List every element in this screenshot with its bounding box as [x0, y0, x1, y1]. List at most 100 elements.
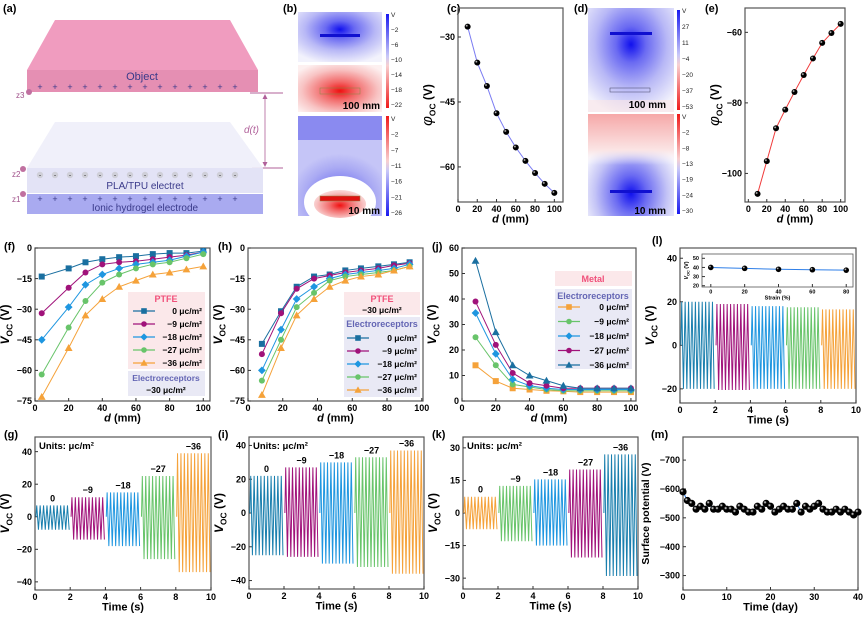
data-point-sphere	[754, 190, 761, 197]
data-point-circle	[509, 369, 516, 376]
segment-label: −18	[329, 450, 344, 460]
y-axis-label: Surface potential (V)	[640, 462, 652, 564]
y-tick-label: 40	[667, 253, 677, 263]
legend-note-value: −30 μc/m²	[146, 385, 186, 395]
y-axis-label: VOC (V)	[426, 493, 443, 533]
plot-frame	[457, 7, 564, 203]
x-tick-label: 80	[592, 403, 602, 413]
data-series	[471, 256, 635, 392]
y-axis-label-unit: (V)	[0, 305, 12, 324]
colorbar-tick-label: −2	[391, 132, 399, 139]
data-series	[754, 20, 844, 197]
x-tick-label: 6	[138, 592, 143, 602]
data-point-triangle	[140, 359, 148, 366]
colorbar-tick-label: −4	[682, 56, 690, 63]
contour-b-top-label: 100 mm	[343, 101, 380, 112]
x-tick-label: 100	[547, 204, 562, 214]
plus-sign: +	[187, 82, 192, 92]
colorbar-tick-label: −21	[391, 194, 402, 201]
segment-label: −9	[510, 474, 520, 484]
series-line	[261, 262, 410, 355]
plus-sign: +	[112, 82, 117, 92]
panel-letter-g: (g)	[4, 429, 18, 441]
data-point-circle	[200, 251, 207, 258]
plus-sign: +	[67, 82, 72, 92]
contour-d-bottom-label: 10 mm	[634, 206, 666, 217]
x-axis-label: Strain (%)	[765, 296, 791, 302]
contour-d-electrode	[610, 32, 652, 35]
x-tick-label: 4	[748, 405, 753, 415]
panel-letter-f: (f)	[4, 241, 15, 253]
y-axis-label-unit: (V)	[0, 494, 12, 513]
data-point-sphere	[493, 110, 500, 117]
y-axis-label: VOC (V)	[643, 306, 660, 346]
units-note: Units: μc/m²	[39, 441, 94, 452]
data-point-diamond	[140, 333, 148, 341]
y-axis-label: φOC (V)	[419, 84, 438, 126]
x-tick-label: 60	[131, 403, 141, 413]
data-point-triangle	[576, 384, 585, 392]
legend-label: −27 μc/m²	[590, 346, 630, 356]
minus-sign: -	[99, 173, 102, 180]
x-tick-label: 0	[245, 403, 250, 413]
y-axis-label-unit: (V)	[212, 493, 226, 512]
y-axis-label-main: Surface potential	[640, 479, 652, 564]
legend-note-title: Electroreceptors	[132, 373, 200, 383]
plus-sign: +	[232, 194, 237, 204]
panel-letter-e: (e)	[705, 3, 719, 15]
panel-letter-h: (h)	[218, 241, 232, 253]
data-point-triangle	[542, 376, 551, 384]
y-tick-label: 30	[449, 320, 459, 330]
series-line	[467, 26, 555, 194]
y-tick-label: −30	[17, 304, 32, 314]
y-axis-label-unit: (V)	[425, 305, 439, 324]
minus-sign: -	[174, 173, 177, 180]
x-axis-label: d (mm)	[104, 413, 141, 425]
data-point-triangle	[390, 266, 398, 274]
colorbar-tick-label: V	[682, 114, 687, 121]
x-tick-label: 0	[460, 591, 465, 601]
x-axis-label-unit: (mm)	[324, 413, 354, 425]
colorbar-b-top	[386, 14, 389, 108]
y-tick-label: −700	[660, 455, 680, 465]
legend-label: −18 μc/m²	[590, 331, 630, 341]
plus-sign: +	[37, 82, 42, 92]
plus-sign: +	[217, 82, 222, 92]
negative-charge	[231, 171, 239, 179]
waveform-segment: −36	[176, 441, 211, 573]
x-tick-label: 60	[347, 403, 357, 413]
x-axis-label-var: d	[777, 214, 784, 226]
data-point-circle	[38, 371, 45, 378]
x-tick-label: 40	[853, 592, 863, 602]
minus-sign: -	[54, 173, 57, 180]
y-axis-label-unit: (V)	[426, 493, 440, 512]
data-point-triangle	[277, 344, 285, 351]
colorbar-tick-label: −18	[391, 87, 402, 94]
contour-b-lower-electret	[319, 195, 361, 202]
data-point-sphere	[775, 266, 782, 273]
waveform-segment: 0	[249, 464, 284, 556]
data-point-sphere	[688, 499, 696, 507]
panel-letters: (a) (b) (c) (d) (e) (f) (h) (j) (l) (g) (i) (k) (m)	[3, 3, 719, 441]
data-series	[472, 334, 634, 394]
data-point-sphere	[464, 23, 471, 30]
data-point-square	[472, 362, 479, 369]
legend-entry: 0 μc/m²	[133, 306, 202, 316]
y-tick-label: −300	[660, 571, 680, 581]
colorbar-tick-label: −2	[391, 27, 399, 34]
data-point-circle	[141, 347, 147, 353]
y-tick-label: −60	[727, 27, 742, 37]
data-series	[679, 488, 862, 519]
legend-label: −18 μc/m²	[163, 332, 203, 342]
plus-sign: +	[127, 194, 132, 204]
legend-entry: −18 μc/m²	[558, 331, 629, 341]
contour-b-electret	[319, 87, 361, 95]
data-point-square	[492, 378, 499, 385]
colorbar-tick-label: −19	[682, 177, 693, 184]
legend-label: −27 μc/m²	[163, 345, 203, 355]
data-point-sphere	[854, 508, 862, 516]
data-point-circle	[355, 348, 361, 354]
panel-letter-i: (i)	[218, 429, 229, 441]
data-point-circle	[278, 310, 285, 317]
